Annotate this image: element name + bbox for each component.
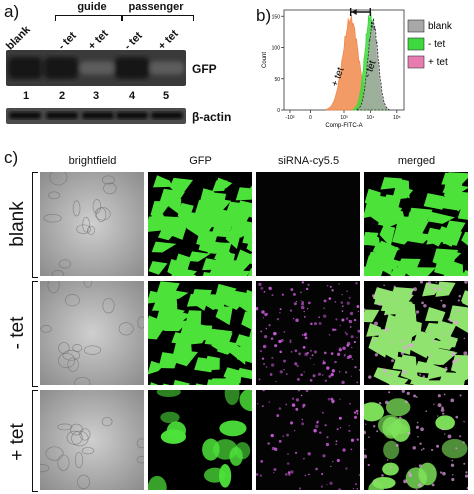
micrograph-blank-2: [256, 172, 360, 276]
actin-band-3: [82, 112, 114, 119]
actin-band-2: [46, 112, 78, 119]
actin-band-1: [9, 112, 41, 119]
x-tick-label: 10⁴: [367, 115, 375, 121]
column-header-merged: merged: [397, 155, 436, 167]
micrograph-blank-1: [148, 172, 252, 276]
group-bracket-passenger: [122, 15, 194, 21]
panel-c-letter: c): [4, 148, 19, 167]
micrograph-blank-0: [40, 172, 144, 276]
group-label-passenger: passenger: [128, 1, 184, 13]
legend-label: blank: [428, 21, 453, 32]
micrograph-tet-3: [364, 390, 468, 490]
series-area-blank: [356, 18, 390, 111]
x-tick-label: 0: [309, 115, 312, 121]
x-tick-label: 10⁵: [393, 115, 401, 121]
lane-number-5: 5: [162, 90, 170, 102]
lane-title-3: + tet: [86, 27, 111, 53]
gfp-band-5: [150, 61, 184, 75]
micrograph-tet-2: [256, 390, 360, 490]
row-bracket-plus-tet: [32, 390, 38, 492]
gfp-label: GFP: [192, 62, 217, 76]
panel-b-letter: b): [256, 6, 272, 25]
actin-label: β-actin: [192, 110, 232, 124]
legend-label: - tet: [428, 39, 445, 50]
gfp-band-2: [44, 57, 78, 79]
micrograph-tet-0: [40, 390, 144, 490]
y-tick-label: 0: [277, 108, 280, 114]
histogram-chart: 0 50 100 150 -10³ 0 10³ 10⁴ 10⁵ Comp-FITC-A Count +…: [262, 8, 453, 129]
gfp-band-1: [8, 57, 42, 79]
x-tick-label: 10³: [340, 115, 348, 121]
lane-title-5: + tet: [156, 27, 181, 53]
legend-label: + tet: [428, 57, 448, 68]
actin-bands: [9, 112, 183, 119]
micrograph-tet-0: [40, 281, 144, 385]
row-bracket-blank: [32, 172, 38, 278]
lane-title-1: blank: [4, 23, 33, 53]
group-bracket-guide: [55, 15, 122, 21]
column-header-brightfield: brightfield: [68, 155, 117, 167]
gfp-band-4: [115, 57, 149, 79]
lane-number-2: 2: [58, 90, 66, 102]
row-bracket-minus-tet: [32, 281, 38, 387]
y-tick-label: 150: [272, 14, 281, 20]
x-axis-label: Comp-FITC-A: [325, 123, 362, 129]
y-axis-label: Count: [262, 52, 268, 68]
legend-swatch: [407, 19, 425, 33]
row-label-blank: blank: [7, 201, 28, 247]
lane-number-4: 4: [128, 90, 136, 102]
y-tick-label: 50: [274, 77, 280, 83]
lane-number-1: 1: [22, 90, 30, 102]
shift-arrow-head: [351, 9, 357, 15]
micrograph-tet-1: [148, 390, 252, 490]
actin-band-4: [116, 112, 148, 119]
legend-swatch: [407, 55, 425, 69]
lane-number-3: 3: [92, 90, 100, 102]
micrograph-blank-3: [364, 172, 468, 276]
actin-blot: [6, 108, 186, 124]
y-tick-label: 100: [272, 46, 281, 52]
legend-swatch: [407, 37, 425, 51]
row-label-plus-tet: + tet: [7, 423, 28, 461]
column-header-gfp: GFP: [189, 155, 212, 167]
group-label-guide: guide: [77, 1, 107, 13]
gfp-blot: [6, 50, 186, 86]
row-label-minus-tet: - tet: [7, 316, 28, 350]
column-header-sirna: siRNA-cy5.5: [277, 155, 340, 167]
gfp-bands: [8, 57, 184, 79]
actin-band-5: [151, 112, 183, 119]
micrograph-tet-2: [256, 281, 360, 385]
micrograph-tet-3: [364, 281, 468, 385]
gfp-band-3: [80, 61, 114, 75]
micrograph-tet-1: [148, 281, 252, 385]
panel-a-letter: a): [4, 2, 20, 21]
x-tick-label: -10³: [286, 115, 295, 121]
